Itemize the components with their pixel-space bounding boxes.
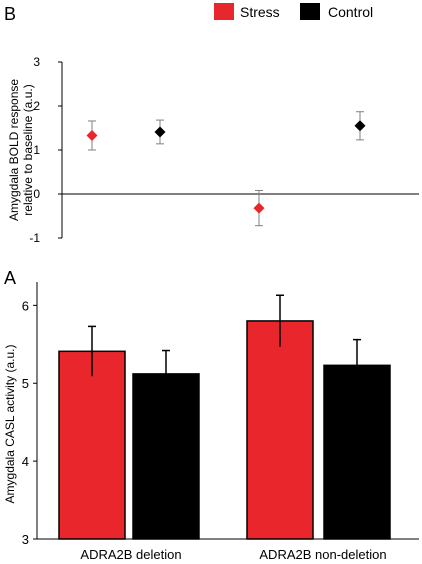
panel-b: B Amygdala BOLD response relative to bas… <box>4 4 419 245</box>
panel-a-y-tick-label: 3 <box>22 532 29 547</box>
panel-a-ylabel: Amygdala CASL activity (a.u.) <box>3 345 17 504</box>
panel-a-bars <box>58 294 391 540</box>
panel-b-ylabel-line1: Amygdala BOLD response <box>7 79 21 221</box>
panel-b-y-tick-label: 1 <box>33 143 40 157</box>
panel-a-x-label: ADRA2B deletion <box>80 547 181 562</box>
panel-a-x-labels: ADRA2B deletion ADRA2B non-deletion <box>80 547 386 562</box>
panel-a-bar-control <box>323 364 391 540</box>
panel-b-marks <box>86 111 366 227</box>
panel-a-x-label: ADRA2B non-deletion <box>259 547 386 562</box>
panel-a-label: A <box>4 268 16 288</box>
panel-a-bar-control <box>132 373 200 540</box>
panel-a: A Amygdala CASL activity (a.u.) 3 4 5 6 ADR… <box>3 268 419 562</box>
panel-b-point-control <box>154 126 166 138</box>
panel-a-bar-stress <box>58 350 126 540</box>
legend-swatch-stress <box>214 3 234 20</box>
legend-label-control: Control <box>328 4 373 20</box>
panel-b-y-tick-label: -1 <box>29 231 40 245</box>
panel-a-y-tick-label: 6 <box>22 298 29 313</box>
panel-b-label: B <box>4 4 16 24</box>
panel-b-point-stress <box>253 202 265 214</box>
panel-a-y-tick-label: 4 <box>22 454 29 469</box>
panel-a-y-tick-label: 5 <box>22 376 29 391</box>
legend-swatch-control <box>300 3 320 20</box>
panel-b-point-stress <box>86 129 98 141</box>
panel-a-y-ticks: 3 4 5 6 <box>22 298 37 547</box>
panel-b-y-tick-label: 3 <box>33 55 40 69</box>
panel-b-y-tick-label: 0 <box>33 187 40 201</box>
panel-b-y-ticks: -1 0 1 2 3 <box>29 55 62 245</box>
panel-b-ylabel-line2: relative to baseline (a.u.) <box>21 84 35 215</box>
legend-label-stress: Stress <box>240 4 280 20</box>
panel-b-y-tick-label: 2 <box>33 99 40 113</box>
panel-b-point-control <box>354 120 366 132</box>
panel-a-bar-stress <box>246 320 314 540</box>
legend: Stress Control <box>214 3 373 20</box>
